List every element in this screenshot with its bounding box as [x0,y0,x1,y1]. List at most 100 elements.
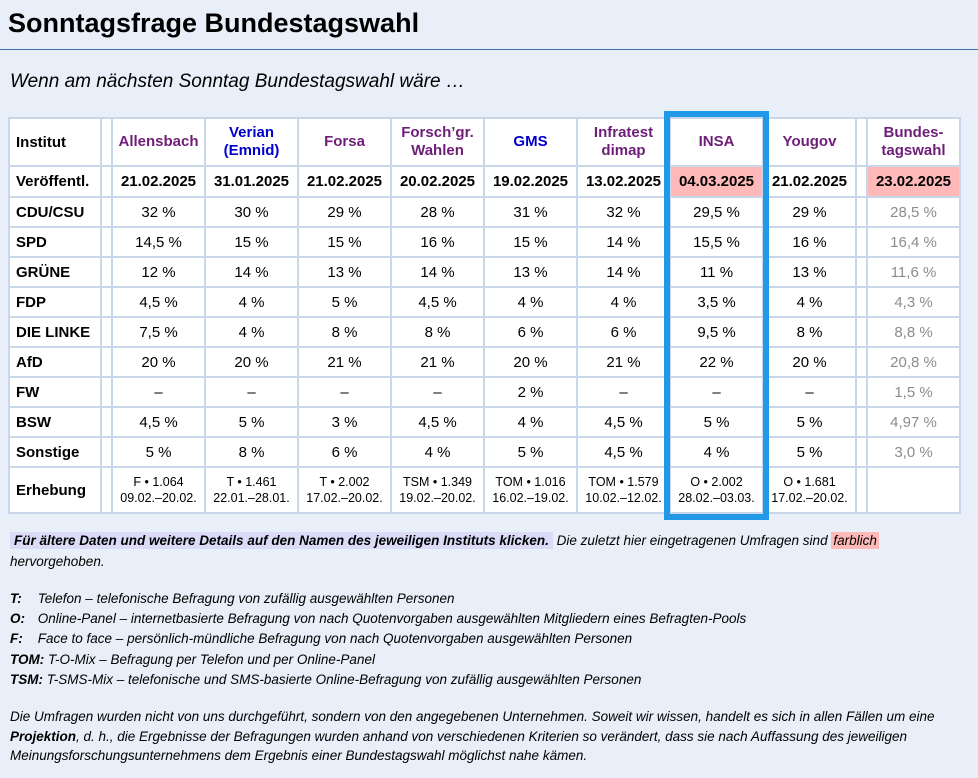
poll-value: 20 % [764,348,855,376]
survey-method: F • 1.064 [133,474,184,489]
party-row: FW – – – –2 % – – –1,5 % [10,378,959,406]
poll-value: 8 % [764,318,855,346]
institute-link-allensbach[interactable]: Allensbach [113,119,204,165]
poll-value: 4,5 % [392,408,483,436]
page-title: Sonntagsfrage Bundestagswahl [8,8,420,38]
survey-method: TSM • 1.349 [403,474,472,489]
disclaimer-part1: Die Umfragen wurden nicht von uns durchg… [10,709,935,725]
poll-value: 4 % [485,288,576,316]
poll-value: 32 % [113,198,204,226]
poll-value: 4,97 % [868,408,959,436]
polls-table-body: Institut Allensbach Verian (Emnid) Forsa For… [10,119,959,512]
poll-value: 3,0 % [868,438,959,466]
poll-value: 5 % [299,288,390,316]
column-spacer [857,198,866,226]
institute-link-yougov[interactable]: Yougov [764,119,855,165]
poll-value: 20 % [485,348,576,376]
column-spacer [857,348,866,376]
poll-value: – [578,378,669,406]
party-row: CDU/CSU 32 % 30 % 29 % 28 % 31 % 32 % 29,5 % 29 … [10,198,959,226]
survey-cell: TOM • 1.016 16.02.–19.02. [485,468,576,512]
institute-link-verianemnid[interactable]: Verian (Emnid) [206,119,297,165]
disclaimer-part2: , d. h., die Ergebnisse der Befragungen … [10,728,908,764]
poll-value: 20 % [113,348,204,376]
poll-value: 12 % [113,258,204,286]
party-label: FDP [10,288,100,316]
poll-value: 5 % [764,438,855,466]
poll-value: 4,5 % [392,288,483,316]
party-label: BSW [10,408,100,436]
poll-value: 4,5 % [578,438,669,466]
institute-link-gms[interactable]: GMS [485,119,576,165]
published-date: 21.02.2025 [764,167,855,196]
survey-method: O • 1.681 [783,474,836,489]
poll-value: 31 % [485,198,576,226]
survey-cell: O • 1.681 17.02.–20.02. [764,468,855,512]
poll-value: 2 % [485,378,576,406]
column-spacer [102,119,111,165]
legend-text: T-O-Mix – Befragung per Telefon und per … [48,651,375,667]
column-spacer [102,258,111,286]
column-spacer [857,468,866,512]
poll-value: 21 % [578,348,669,376]
survey-method: T • 2.002 [319,474,370,489]
page-subtitle: Wenn am nächsten Sonntag Bundestagswahl … [10,71,465,92]
institute-link-forschgrwahlen[interactable]: Forsch’gr. Wahlen [392,119,483,165]
table-notes: Für ältere Daten und weitere Details auf… [10,531,970,573]
legend-abbr: TSM: [10,671,43,687]
institute-link-bundestagswahl[interactable]: Bundes- tagswahl [868,119,959,165]
poll-value: 14,5 % [113,228,204,256]
published-date: 31.01.2025 [206,167,297,196]
survey-cell: T • 2.002 17.02.–20.02. [299,468,390,512]
column-spacer [102,318,111,346]
poll-value: 14 % [206,258,297,286]
survey-row-label: Erhebung [10,468,100,512]
survey-cell: TSM • 1.349 19.02.–20.02. [392,468,483,512]
column-spacer [857,258,866,286]
survey-method: O • 2.002 [690,474,743,489]
poll-value: 4 % [392,438,483,466]
published-row: Veröffentl. 21.02.2025 31.01.2025 21.02.202… [10,167,959,196]
column-spacer [102,348,111,376]
poll-value: – [764,378,855,406]
survey-method: TOM • 1.579 [588,474,659,489]
poll-value: 14 % [578,258,669,286]
party-row: FDP 4,5 % 4 % 5 % 4,5 % 4 % 4 % 3,5 % 4 % 4,3 % [10,288,959,316]
poll-value: 29 % [764,198,855,226]
poll-value: – [392,378,483,406]
survey-period: 28.02.–03.03. [678,491,755,505]
institute-link-infratestdimap[interactable]: Infratest dimap [578,119,669,165]
poll-value: 8,8 % [868,318,959,346]
party-label: Sonstige [10,438,100,466]
institute-link-forsa[interactable]: Forsa [299,119,390,165]
party-row: AfD 20 % 20 % 21 % 21 % 20 % 21 % 22 % 20 % 20,8 … [10,348,959,376]
poll-value: 13 % [299,258,390,286]
poll-value: 7,5 % [113,318,204,346]
column-spacer [857,228,866,256]
poll-value: 5 % [113,438,204,466]
poll-value: 16 % [392,228,483,256]
published-date: 13.02.2025 [578,167,669,196]
poll-value: 16,4 % [868,228,959,256]
party-label: CDU/CSU [10,198,100,226]
polls-table: Institut Allensbach Verian (Emnid) Forsa For… [8,117,961,514]
poll-value: 15 % [206,228,297,256]
survey-cell: TOM • 1.579 10.02.–12.02. [578,468,669,512]
poll-value: 5 % [485,438,576,466]
note-click-hint: Für ältere Daten und weitere Details auf… [10,532,553,549]
column-spacer [857,167,866,196]
poll-value: 22 % [671,348,762,376]
party-label: FW [10,378,100,406]
institute-link-insa[interactable]: INSA [671,119,762,165]
poll-value: 4,3 % [868,288,959,316]
poll-value: – [206,378,297,406]
column-spacer [102,378,111,406]
poll-value: 20,8 % [868,348,959,376]
published-date: 23.02.2025 [868,167,959,196]
disclaimer-bold: Projektion [10,728,77,744]
party-row: DIE LINKE 7,5 % 4 % 8 % 8 % 6 % 6 % 9,5 % 8 % 8,8… [10,318,959,346]
legend-item: O: Online-Panel – internetbasierte Befra… [10,609,970,629]
title-rule [0,49,978,50]
published-date: 04.03.2025 [671,167,762,196]
poll-value: 30 % [206,198,297,226]
